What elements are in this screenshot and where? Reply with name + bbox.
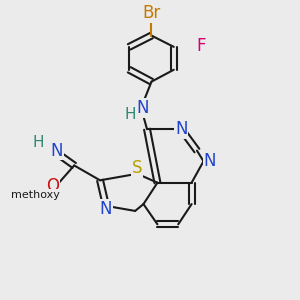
Text: N: N (136, 99, 149, 117)
Text: N: N (51, 142, 63, 160)
Text: Br: Br (142, 4, 160, 22)
Text: N: N (204, 152, 216, 170)
Text: S: S (132, 159, 142, 177)
Text: N: N (175, 120, 188, 138)
Text: methoxy: methoxy (11, 190, 59, 200)
Text: O: O (46, 177, 59, 195)
Text: H: H (124, 107, 136, 122)
Text: N: N (100, 200, 112, 218)
Text: H: H (33, 135, 44, 150)
Text: F: F (196, 37, 206, 55)
